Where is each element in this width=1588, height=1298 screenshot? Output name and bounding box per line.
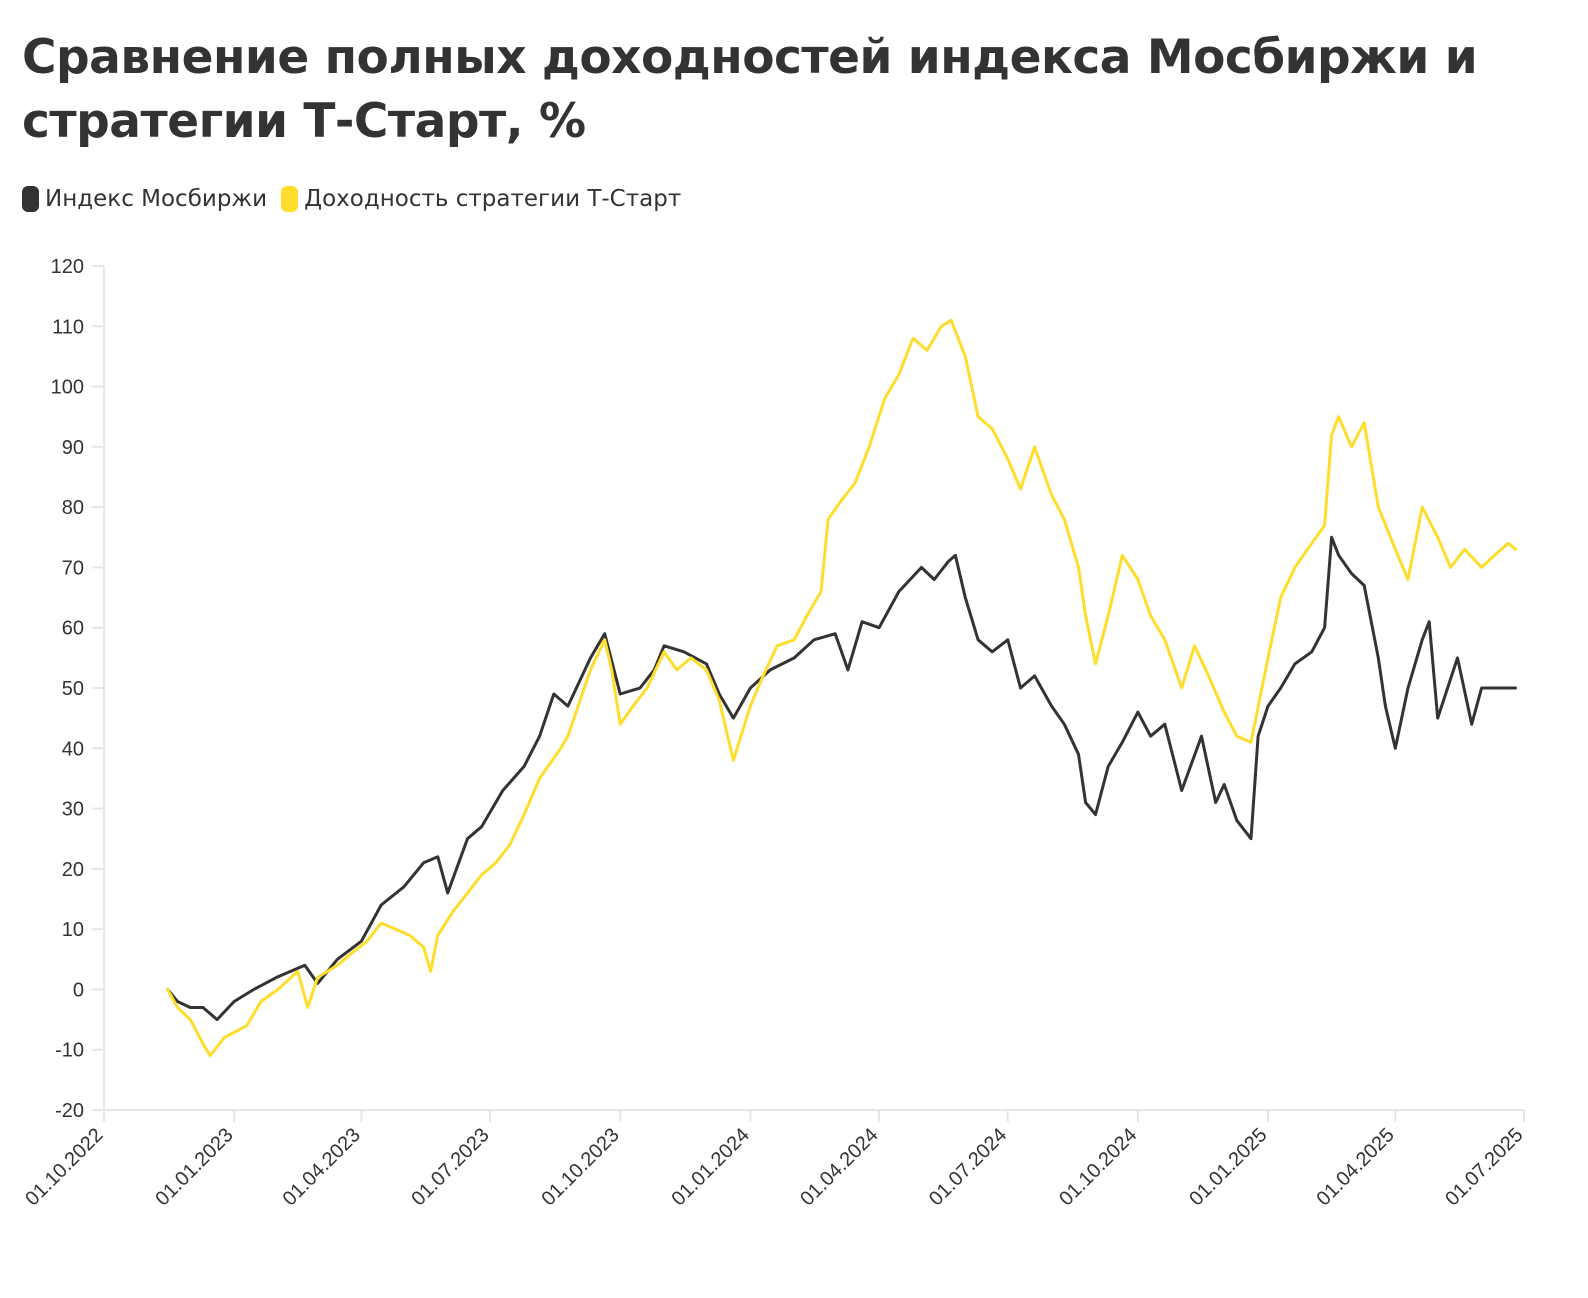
x-axis: 01.10.2022 01.01.2023 01.04.2023 01.07.2023… [21,1109,1528,1210]
series-line-moex [166,535,1517,1022]
y-tick-label: 90 [62,437,84,459]
y-tick-label: 80 [62,497,84,519]
x-tick-label: 01.10.2022 [21,1124,107,1210]
x-tick-label: 01.01.2025 [1185,1124,1271,1210]
y-tick-label: 40 [62,738,84,760]
y-tick-label: 50 [62,678,84,700]
legend-item-tstart[interactable]: Доходность стратегии Т-Старт [281,186,681,212]
legend-item-moex[interactable]: Индекс Мосбиржи [22,186,267,212]
x-tick-label: 01.04.2024 [796,1124,882,1210]
x-tick-label: 01.04.2023 [279,1124,365,1210]
y-axis: -20 -10 0 10 20 30 40 50 60 70 80 90 100 110 120 [51,256,105,1122]
x-tick-label: 01.01.2024 [668,1124,754,1210]
x-tick-label: 01.04.2025 [1312,1124,1398,1210]
x-tick-label: 01.07.2025 [1441,1124,1527,1210]
x-tick-label: 01.10.2024 [1055,1124,1141,1210]
y-tick-label: 20 [62,859,84,881]
x-tick-label: 01.07.2024 [925,1124,1011,1210]
y-tick-label: 0 [73,979,84,1001]
series-line-tstart [166,318,1517,1058]
x-tick-label: 01.10.2023 [537,1124,623,1210]
y-tick-label: 110 [52,316,84,338]
x-tick-label: 01.07.2023 [407,1124,493,1210]
legend-swatch-moex [22,186,39,212]
x-tick-label: 01.01.2023 [151,1124,237,1210]
legend-swatch-tstart [281,186,299,212]
y-tick-label: 30 [62,799,84,821]
y-tick-label: 120 [51,256,84,278]
y-tick-label: 100 [51,377,84,399]
legend-label-moex: Индекс Мосбиржи [45,186,268,212]
chart-legend: Индекс Мосбиржи Доходность стратегии Т-С… [22,186,695,212]
y-tick-label: 60 [62,618,84,640]
y-tick-label: 70 [62,557,84,579]
legend-label-tstart: Доходность стратегии Т-Старт [304,186,682,212]
series-layer [166,318,1517,1058]
chart-title: Сравнение полных доходностей индекса Мос… [22,30,1478,149]
y-tick-label: -10 [55,1040,84,1062]
y-tick-label: 10 [62,919,84,941]
y-tick-label: -20 [55,1100,84,1122]
